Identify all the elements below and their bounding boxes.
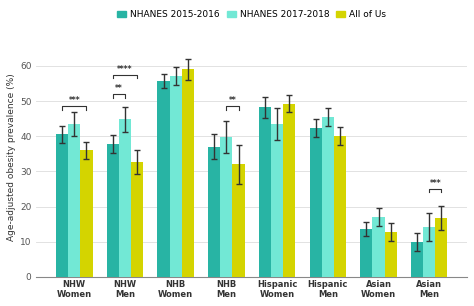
Bar (81, 150, 92, 277)
Bar (360, 230, 373, 277)
Bar (373, 217, 384, 277)
Bar (423, 227, 435, 277)
Bar (208, 147, 220, 277)
Bar (131, 162, 143, 277)
Bar (56, 134, 68, 277)
Bar (68, 124, 81, 277)
Bar (157, 81, 170, 277)
Bar (232, 164, 245, 277)
Text: ***: *** (68, 96, 80, 105)
Bar (283, 103, 295, 277)
Bar (220, 137, 232, 277)
Bar (107, 144, 119, 277)
Text: **: ** (228, 96, 237, 105)
Bar (182, 69, 194, 277)
Text: ***: *** (429, 179, 441, 188)
Text: ****: **** (117, 65, 133, 74)
Bar (170, 76, 182, 277)
Text: **: ** (115, 84, 123, 93)
Bar (435, 218, 447, 277)
Bar (259, 107, 271, 277)
Bar (310, 128, 322, 277)
Bar (271, 124, 283, 277)
Bar (322, 117, 334, 277)
Bar (334, 136, 346, 277)
Legend: NHANES 2015-2016, NHANES 2017-2018, All of Us: NHANES 2015-2016, NHANES 2017-2018, All … (114, 6, 390, 23)
Bar (384, 232, 397, 277)
Bar (411, 242, 423, 277)
Bar (119, 119, 131, 277)
Y-axis label: Age-adjusted obesity prevalence (%): Age-adjusted obesity prevalence (%) (7, 73, 16, 241)
